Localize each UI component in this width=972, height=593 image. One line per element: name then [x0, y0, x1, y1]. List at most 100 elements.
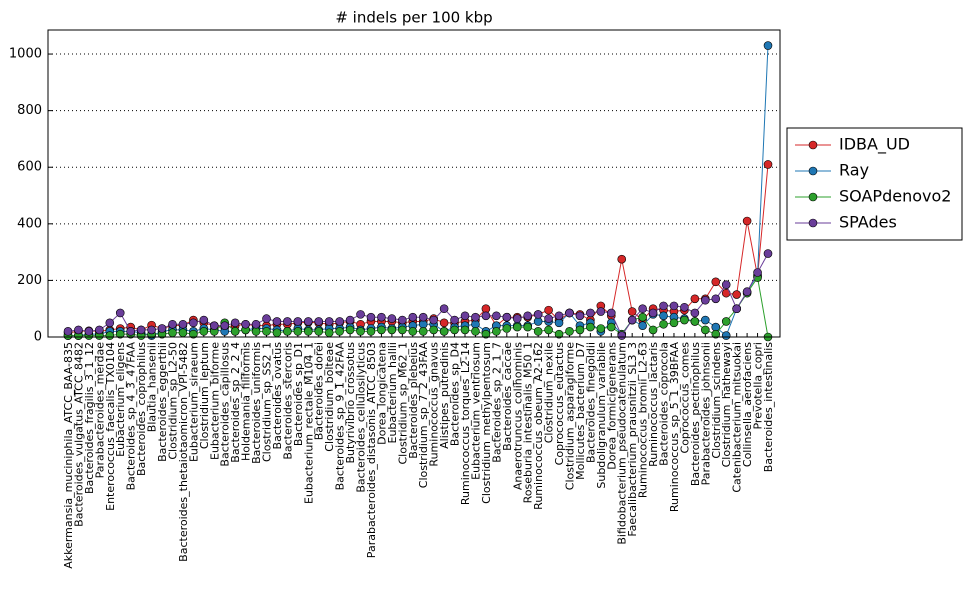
data-point [136, 325, 146, 335]
data-point [502, 324, 512, 333]
data-point [701, 295, 710, 305]
data-point [586, 308, 595, 318]
data-point [575, 325, 585, 335]
data-point [345, 325, 355, 335]
data-point [659, 301, 668, 311]
x-tick-label: Clostridium_asparagiforme [563, 342, 576, 490]
data-point [115, 308, 125, 318]
x-tick-label: Coprococcus_comes [678, 342, 691, 454]
data-point [690, 294, 700, 304]
y-tick-label: 400 [17, 216, 42, 231]
y-tick-label: 800 [17, 103, 42, 118]
data-point [669, 301, 679, 311]
data-point [147, 325, 156, 335]
data-point [335, 317, 344, 326]
data-point [596, 307, 606, 316]
data-point [680, 302, 689, 312]
x-tick-label: Dorea_formicigenerans [605, 342, 618, 470]
x-tick-label: Bacteroides_uniformis [250, 342, 263, 464]
data-point [429, 315, 438, 325]
data-point [209, 321, 219, 330]
data-point [157, 324, 167, 333]
data-point [763, 160, 773, 169]
data-point [533, 327, 543, 336]
data-point [439, 327, 449, 336]
data-point [701, 315, 710, 325]
data-point [366, 327, 376, 336]
data-point [711, 329, 721, 339]
data-point [178, 328, 188, 338]
data-point [272, 328, 282, 338]
x-tick-label: Enterococcus_faecalis_TX0104 [104, 342, 117, 511]
legend-label: IDBA_UD [839, 135, 910, 155]
x-tick-label: Clostridium_sp_SS2_1 [261, 342, 274, 462]
data-point [450, 315, 459, 325]
data-point [742, 287, 752, 297]
x-tick-label: Ruminococcus_torques_L2-14 [459, 342, 472, 505]
data-point [356, 327, 365, 336]
data-point [439, 304, 449, 314]
data-point [659, 319, 668, 329]
data-point [105, 318, 115, 328]
x-tick-label: Bacteroides_plebeius [407, 342, 420, 459]
data-point [272, 317, 282, 326]
data-point [283, 327, 292, 336]
chart-title: # indels per 100 kbp [335, 9, 492, 27]
data-point [345, 315, 355, 325]
data-point [544, 305, 553, 315]
x-tick-label: Bacteroides_sp_2_2_4 [229, 342, 242, 463]
x-tick-label: Clostridium_bolteae [323, 342, 336, 452]
x-tick-label: Faecalibacterium_prausnitzii_SL3_3 [626, 342, 639, 537]
x-tick-label: Mollicutes_bacterium_D7 [574, 342, 587, 480]
data-point [230, 327, 240, 336]
x-tick-label: Bacteroides_coprophilus [135, 342, 148, 476]
data-point [492, 311, 501, 321]
data-point [251, 319, 261, 329]
data-point [544, 325, 553, 335]
x-tick-label: Bacteroides_caccae [501, 342, 514, 451]
data-point [732, 304, 741, 314]
data-point [262, 327, 271, 336]
x-tick-label: Parabacteroides_merdae [93, 342, 106, 479]
x-tick-label: Bacteroides_ovatus [271, 342, 284, 450]
data-point [690, 317, 700, 326]
data-point [189, 318, 198, 328]
data-point [711, 277, 721, 287]
data-point [314, 317, 324, 326]
data-point [711, 294, 721, 304]
data-point [418, 312, 428, 322]
x-tick-label: Bacteroides_capillosus [219, 342, 232, 467]
x-tick-label: Clostridium_methylpentosum [480, 342, 493, 504]
data-point [659, 311, 668, 321]
data-point [168, 328, 177, 338]
x-tick-label: Roseburia_intestinalis_M50_1 [522, 342, 535, 503]
data-point [303, 327, 313, 336]
data-point [586, 322, 595, 332]
x-tick-label: Clostridium_hathewayi [720, 342, 733, 467]
x-tick-label: Eubacterium_biforme [208, 342, 221, 460]
x-tick-label: Bacteroides_dorei [313, 342, 326, 440]
x-tick-label: Bacteroides_sp_D1 [292, 342, 305, 446]
x-tick-label: Bacteroides_vulgatus_ATCC_8482 [72, 342, 85, 527]
x-tick-label: Subdoligranulum_variabile [595, 342, 608, 489]
x-tick-label: Eubacterium_ventriosum [469, 342, 482, 480]
data-point [460, 311, 470, 321]
x-tick-label: Eubacterium_siraeum [187, 342, 200, 462]
x-tick-label: Dorea_longicatena [375, 342, 388, 445]
data-point [638, 321, 647, 330]
x-tick-label: Collinsella_aerofaciens [741, 342, 754, 467]
data-point [721, 280, 731, 289]
data-point [554, 329, 564, 339]
data-point [523, 311, 533, 321]
data-point [606, 308, 616, 318]
data-point [742, 216, 752, 226]
legend-label: Ray [839, 161, 869, 180]
data-point [324, 328, 334, 338]
data-point [303, 317, 313, 326]
x-tick-label: Eubacterium_rectale_M104_1 [302, 342, 315, 504]
x-tick-label: Parabacteroides_johnsonii [699, 342, 712, 485]
x-tick-label: Bifidobacterium_pseudocatenulatum [616, 342, 629, 545]
data-point [617, 331, 627, 340]
